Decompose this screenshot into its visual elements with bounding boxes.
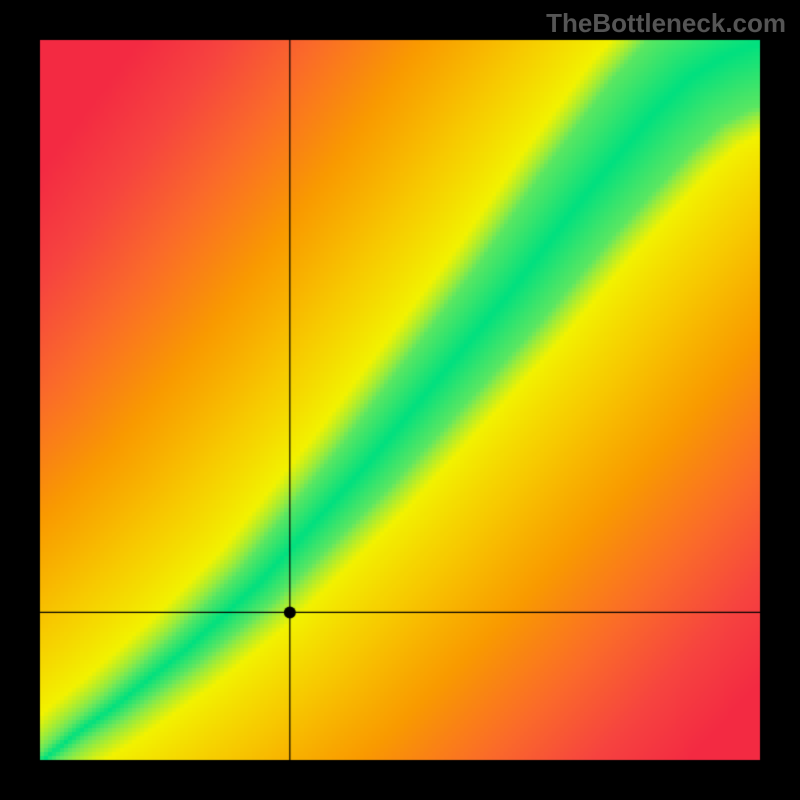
heatmap-canvas [0, 0, 800, 800]
chart-container: TheBottleneck.com [0, 0, 800, 800]
watermark-text: TheBottleneck.com [546, 8, 786, 39]
